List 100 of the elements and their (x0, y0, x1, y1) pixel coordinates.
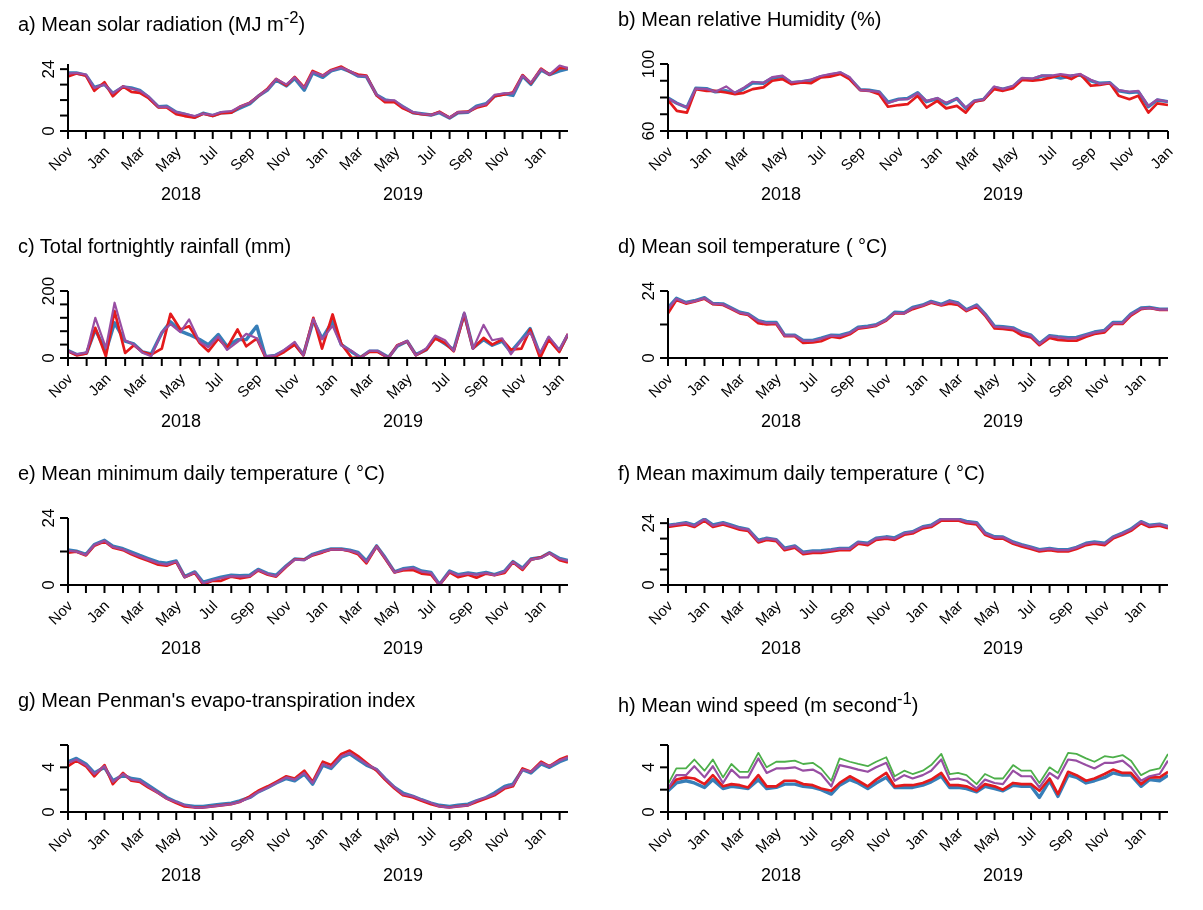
x-tick-label: Jul (794, 596, 821, 623)
text: 2019 (981, 638, 1024, 659)
x-tick-label: Jan (683, 369, 713, 399)
y-tick-label: 0 (39, 126, 58, 136)
x-tick-label: Jan (1146, 142, 1176, 172)
x-tick-label: Jan (519, 596, 549, 626)
x-tick-label: Mar (335, 596, 366, 628)
y-tick-label: 0 (39, 353, 58, 363)
x-tick-label: Sep (826, 369, 858, 401)
text: 2018 (759, 865, 802, 886)
x-tick-label: Jul (1033, 142, 1060, 169)
text: 2018 (159, 638, 202, 659)
x-tick-label: Nov (44, 142, 77, 174)
x-tick-label: Sep (1067, 142, 1099, 174)
chart-title: g) Mean Penman's evapo-transpiration index (18, 689, 416, 712)
x-tick-label: Sep (460, 369, 492, 401)
text: 2019 (381, 411, 424, 432)
y-tick-label: 4 (639, 762, 658, 773)
x-tick-label: Mar (717, 596, 748, 628)
x-tick-label: Nov (1081, 823, 1113, 855)
x-tick-label: Mar (935, 823, 966, 855)
x-tick-label: Sep (226, 596, 258, 628)
x-tick-label: May (382, 369, 416, 402)
x-tick-label: Nov (263, 823, 295, 855)
chart-title: h) Mean wind speed (m second$^{-1}$) (618, 689, 919, 717)
x-tick-label: Sep (826, 596, 858, 628)
x-tick-label: Nov (44, 823, 77, 855)
x-tick-label: Jan (84, 369, 114, 399)
text: 2019 (381, 184, 424, 205)
x-tick-label: Mar (935, 596, 966, 628)
x-tick-label: Sep (826, 823, 858, 855)
y-tick-label: 0 (639, 580, 658, 590)
x-tick-label: Nov (263, 596, 295, 628)
x-tick-label: Jul (1013, 596, 1039, 623)
x-tick-label: Jan (915, 142, 946, 172)
x-tick-label: Jul (200, 369, 227, 396)
x-tick-label: Jan (301, 596, 331, 626)
x-tick-label: Jan (519, 823, 549, 853)
x-tick-label: Nov (44, 369, 77, 401)
text: 2018 (759, 638, 802, 659)
text: 2018 (759, 184, 802, 205)
x-tick-label: Mar (935, 369, 966, 401)
x-tick-label: Nov (44, 596, 77, 628)
x-tick-label: Nov (863, 596, 895, 628)
x-tick-label: Jan (83, 596, 113, 626)
x-tick-label: Nov (1081, 369, 1113, 401)
x-tick-label: Jul (194, 596, 221, 623)
text: 2018 (159, 865, 202, 886)
x-tick-label: Jan (685, 142, 715, 172)
x-tick-label: May (751, 596, 785, 629)
x-tick-label: Jan (683, 596, 713, 626)
x-tick-label: Sep (1044, 823, 1076, 855)
x-tick-label: Nov (271, 369, 303, 401)
x-tick-label: Jan (83, 142, 113, 172)
x-tick-label: Jul (1013, 823, 1039, 850)
x-tick-label: Jan (301, 823, 331, 853)
x-tick-label: Nov (644, 596, 677, 628)
chart-title: f) Mean maximum daily temperature ( °C) (618, 462, 985, 485)
x-tick-label: Nov (875, 142, 907, 174)
x-tick-label: Nov (481, 596, 513, 628)
x-tick-label: Jan (901, 369, 931, 399)
chart-title: b) Mean relative Humidity (%) (618, 8, 882, 31)
x-tick-label: Jan (311, 369, 341, 399)
y-tick-label: 24 (39, 59, 58, 79)
x-tick-label: Nov (481, 142, 513, 174)
x-tick-label: Nov (498, 369, 530, 401)
x-tick-label: Mar (117, 823, 148, 855)
x-tick-label: Sep (837, 142, 868, 174)
x-tick-label: Jan (901, 596, 931, 626)
x-tick-label: May (370, 823, 403, 856)
chart-title: c) Total fortnightly rainfall (mm) (18, 235, 292, 258)
x-tick-label: Jan (683, 823, 713, 853)
text: 2018 (759, 411, 802, 432)
x-tick-label: Mar (335, 823, 366, 855)
text: 2019 (981, 411, 1024, 432)
y-tick-label: 0 (39, 807, 58, 817)
x-tick-label: Jul (413, 142, 439, 169)
x-tick-label: Jan (83, 823, 113, 853)
text: 2019 (981, 184, 1024, 205)
text: 2019 (381, 638, 424, 659)
x-tick-label: Jul (194, 823, 221, 850)
x-tick-label: Mar (721, 142, 752, 174)
x-tick-label: May (758, 142, 791, 175)
x-tick-label: Nov (863, 369, 895, 401)
x-tick-label: Nov (644, 823, 677, 855)
x-tick-label: Jul (794, 369, 821, 396)
y-tick-label: 24 (639, 513, 658, 533)
x-tick-label: May (751, 369, 785, 402)
x-tick-label: May (370, 142, 403, 175)
text: 2018 (159, 411, 202, 432)
x-tick-label: Jan (901, 823, 931, 853)
x-tick-label: Mar (346, 369, 378, 401)
x-tick-label: May (970, 596, 1003, 629)
x-tick-label: Jul (803, 142, 829, 169)
x-tick-label: Nov (863, 823, 895, 855)
x-tick-label: Nov (481, 823, 513, 855)
y-tick-label: 24 (639, 281, 658, 301)
x-tick-label: May (151, 142, 185, 175)
x-tick-label: Jan (519, 142, 549, 172)
x-tick-label: May (151, 596, 185, 629)
